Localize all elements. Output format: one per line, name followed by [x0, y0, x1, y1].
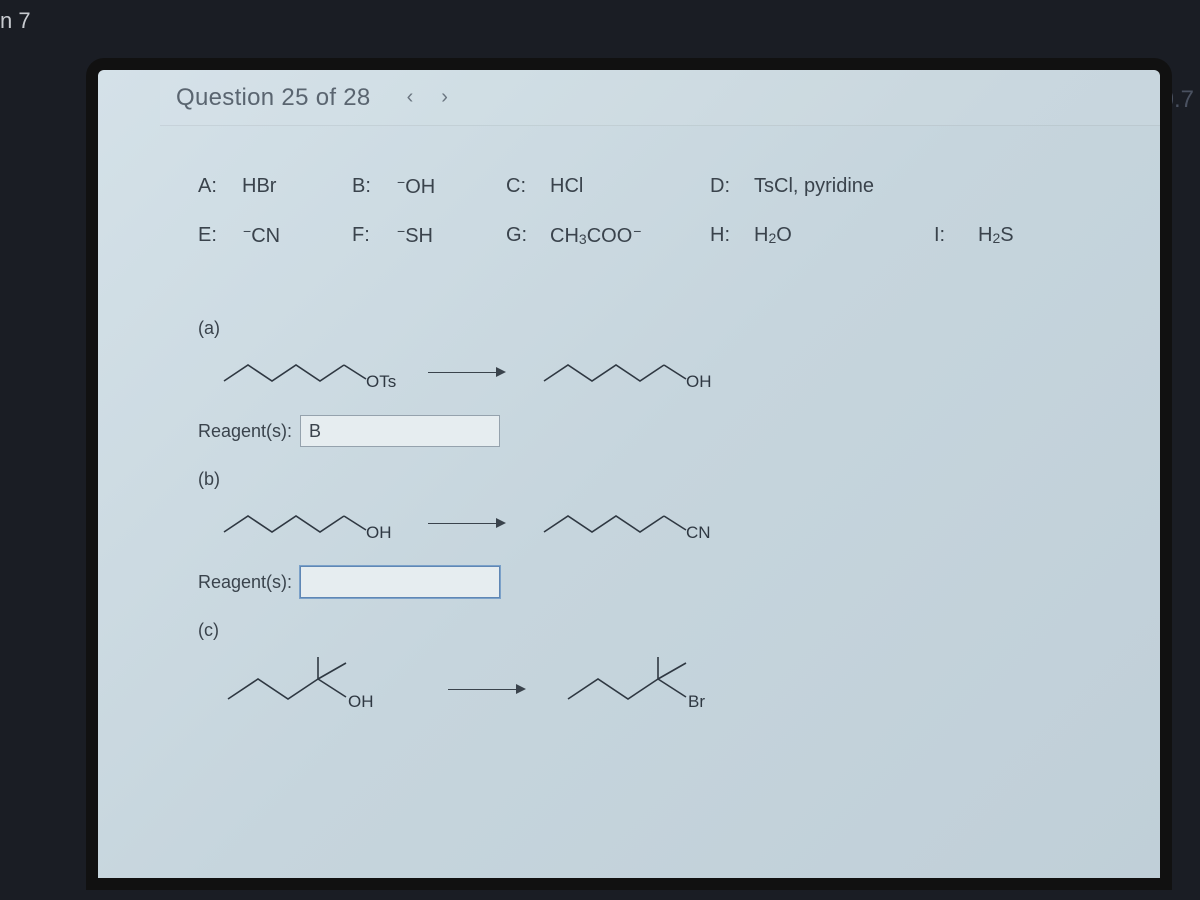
svg-text:Br: Br [688, 692, 705, 711]
problem-c-label: (c) [198, 620, 1080, 641]
reagent-key-b-label: B: [352, 175, 396, 198]
problem-a-reagent-label: Reagent(s): [198, 421, 292, 442]
reagent-key-e: −CN [242, 223, 352, 248]
reaction-arrow-icon [428, 365, 508, 379]
question-header: Question 25 of 28 ‹ › [160, 70, 1160, 126]
question-content: A: HBr B: −OH C: HCl D: TsCl, pyridine E… [98, 126, 1160, 878]
question-nav: ‹ › [407, 86, 448, 109]
reagent-key-h-label: H: [710, 224, 754, 247]
svg-text:CN: CN [686, 523, 711, 542]
reagent-key-a: HBr [242, 175, 352, 198]
reagent-key-e-label: E: [198, 224, 242, 247]
reagent-key-b: −OH [396, 174, 506, 199]
problem-b-start-molecule: OH [218, 498, 398, 548]
reagent-key-c: HCl [550, 175, 710, 198]
page-corner-label: n 7 [0, 8, 31, 34]
reagent-key-c-label: C: [506, 175, 550, 198]
reagent-key-h: H2O [754, 224, 934, 247]
svg-text:OTs: OTs [366, 372, 396, 391]
reagent-key-a-label: A: [198, 175, 242, 198]
problem-a-label: (a) [198, 318, 1080, 339]
reagent-key-d-label: D: [710, 175, 754, 198]
problem-a-start-molecule: OTs [218, 347, 398, 397]
prev-question-button[interactable]: ‹ [407, 86, 414, 109]
problem-c-reaction: OH Br [218, 649, 1080, 729]
problem-c: (c) OH [198, 620, 1080, 729]
problem-a-reagent-row: Reagent(s): [198, 415, 1080, 447]
svg-text:OH: OH [366, 523, 392, 542]
svg-text:OH: OH [348, 692, 374, 711]
problem-a-product-molecule: OH [538, 347, 718, 397]
screen: Question 25 of 28 ‹ › A: HBr B: −OH C: H… [98, 70, 1160, 878]
problem-b-reaction: OH CN [218, 498, 1080, 548]
reagent-key-g-label: G: [506, 224, 550, 247]
reagent-key-g: CH3COO− [550, 223, 710, 248]
problem-c-start-molecule: OH [218, 649, 418, 729]
problem-b-product-molecule: CN [538, 498, 718, 548]
problem-b-reagent-input[interactable] [300, 566, 500, 598]
problem-a-reaction: OTs OH [218, 347, 1080, 397]
question-title: Question 25 of 28 [160, 84, 371, 112]
reagent-key-f-label: F: [352, 224, 396, 247]
next-question-button[interactable]: › [441, 86, 448, 109]
problem-a: (a) OTs OH [198, 318, 1080, 447]
problems-container: (a) OTs OH [198, 318, 1080, 729]
problem-a-reagent-input[interactable] [300, 415, 500, 447]
device-frame: Question 25 of 28 ‹ › A: HBr B: −OH C: H… [86, 58, 1172, 890]
problem-b-label: (b) [198, 469, 1080, 490]
reagent-key-i: H2S [978, 224, 1068, 247]
reagent-key-i-label: I: [934, 224, 978, 247]
svg-text:OH: OH [686, 372, 712, 391]
reaction-arrow-icon [428, 516, 508, 530]
problem-b-reagent-label: Reagent(s): [198, 572, 292, 593]
problem-b: (b) OH CN [198, 469, 1080, 598]
problem-b-reagent-row: Reagent(s): [198, 566, 1080, 598]
reaction-arrow-icon [448, 682, 528, 696]
reagent-key-f: −SH [396, 223, 506, 248]
reagent-key-grid: A: HBr B: −OH C: HCl D: TsCl, pyridine E… [198, 174, 1080, 248]
problem-c-product-molecule: Br [558, 649, 758, 729]
reagent-key-d: TsCl, pyridine [754, 175, 934, 198]
